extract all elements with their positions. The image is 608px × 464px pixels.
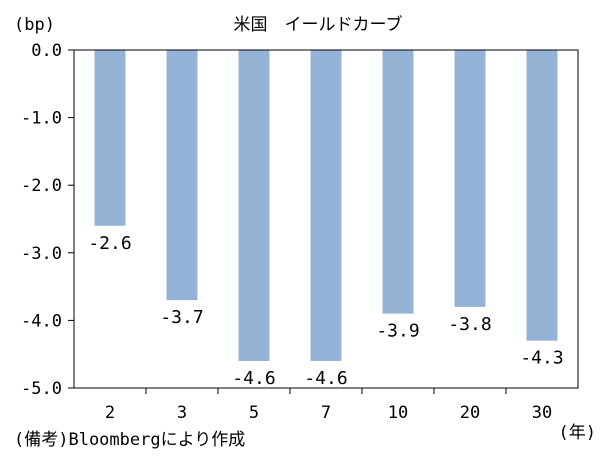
x-tick-label: 20	[460, 403, 480, 423]
y-tick-label: -1.0	[21, 109, 62, 129]
bar-series	[94, 50, 558, 361]
x-tick-label: 3	[177, 403, 187, 423]
bar	[310, 50, 342, 361]
data-label: -2.6	[88, 233, 131, 254]
x-tick-label: 2	[105, 403, 115, 423]
x-tick-label: 5	[249, 403, 259, 423]
x-tick-label: 30	[532, 403, 552, 423]
y-tick-label: -3.0	[21, 244, 62, 264]
bar	[526, 50, 558, 341]
y-tick-label: 0.0	[31, 41, 62, 61]
y-tick-label: -2.0	[21, 176, 62, 196]
x-axis: 2 3 5 7 10 20 30	[105, 388, 552, 423]
bar	[454, 50, 486, 307]
data-label: -3.8	[448, 314, 491, 335]
data-label: -4.6	[232, 368, 275, 389]
data-label: -4.3	[520, 348, 563, 369]
plot-area-frame	[73, 49, 579, 389]
data-label: -4.6	[304, 368, 347, 389]
x-tick-label: 10	[388, 403, 408, 423]
bar	[238, 50, 270, 361]
x-unit-label: (年)	[559, 423, 596, 443]
x-tick-label: 7	[321, 403, 331, 423]
y-tick-label: -5.0	[21, 379, 62, 399]
y-axis: 0.0 -1.0 -2.0 -3.0 -4.0 -5.0	[21, 41, 74, 399]
bar	[382, 50, 414, 314]
data-labels: -2.6 -3.7 -4.6 -4.6 -3.9 -3.8 -4.3	[88, 233, 563, 389]
data-label: -3.9	[376, 321, 419, 342]
y-tick-label: -4.0	[21, 311, 62, 331]
bar	[94, 50, 126, 226]
chart-title: 米国 イールドカーブ	[234, 14, 403, 35]
y-unit-label: (bp)	[14, 15, 55, 35]
data-label: -3.7	[160, 307, 203, 328]
bar	[166, 50, 198, 301]
source-note: (備考)Bloombergにより作成	[14, 430, 245, 450]
